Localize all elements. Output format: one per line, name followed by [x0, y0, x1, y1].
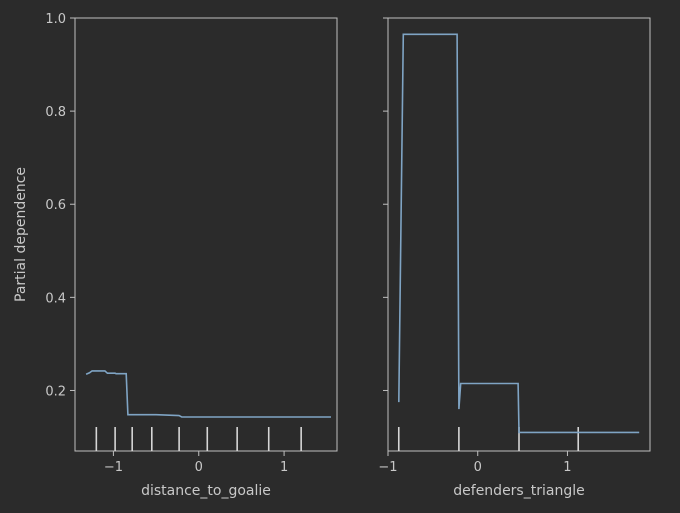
y-tick-label: 0.2 — [45, 384, 66, 399]
y-tick-label: 1.0 — [45, 12, 66, 27]
subplots: 0.2 0.4 0.6 0.8 1.0 −1 0 1 distance_to_goalie Par… — [13, 12, 651, 499]
subplot-2: −1 0 1 defenders_triangle — [378, 17, 651, 499]
y-axis-label: Partial dependence — [13, 167, 29, 302]
x-tick-label: 1 — [280, 460, 288, 475]
x-tick-label: 1 — [563, 460, 571, 475]
y-tick-label: 0.4 — [45, 291, 66, 306]
y-tick-label: 0.8 — [45, 105, 66, 120]
x-tick-label: −1 — [378, 460, 397, 475]
plot-area-1 — [74, 17, 338, 452]
y-tick-label: 0.6 — [45, 198, 66, 213]
x-axis-label: defenders_triangle — [453, 483, 584, 499]
partial-dependence-line-1 — [85, 370, 331, 418]
partial-dependence-line-2 — [398, 33, 640, 434]
x-axis-label: distance_to_goalie — [141, 483, 271, 499]
subplot-1: 0.2 0.4 0.6 0.8 1.0 −1 0 1 distance_to_goalie Par… — [13, 12, 338, 499]
x-tick-label: 0 — [195, 460, 203, 475]
plot-area-2 — [387, 17, 651, 452]
x-tick-label: −1 — [104, 460, 123, 475]
x-tick-label: 0 — [474, 460, 482, 475]
